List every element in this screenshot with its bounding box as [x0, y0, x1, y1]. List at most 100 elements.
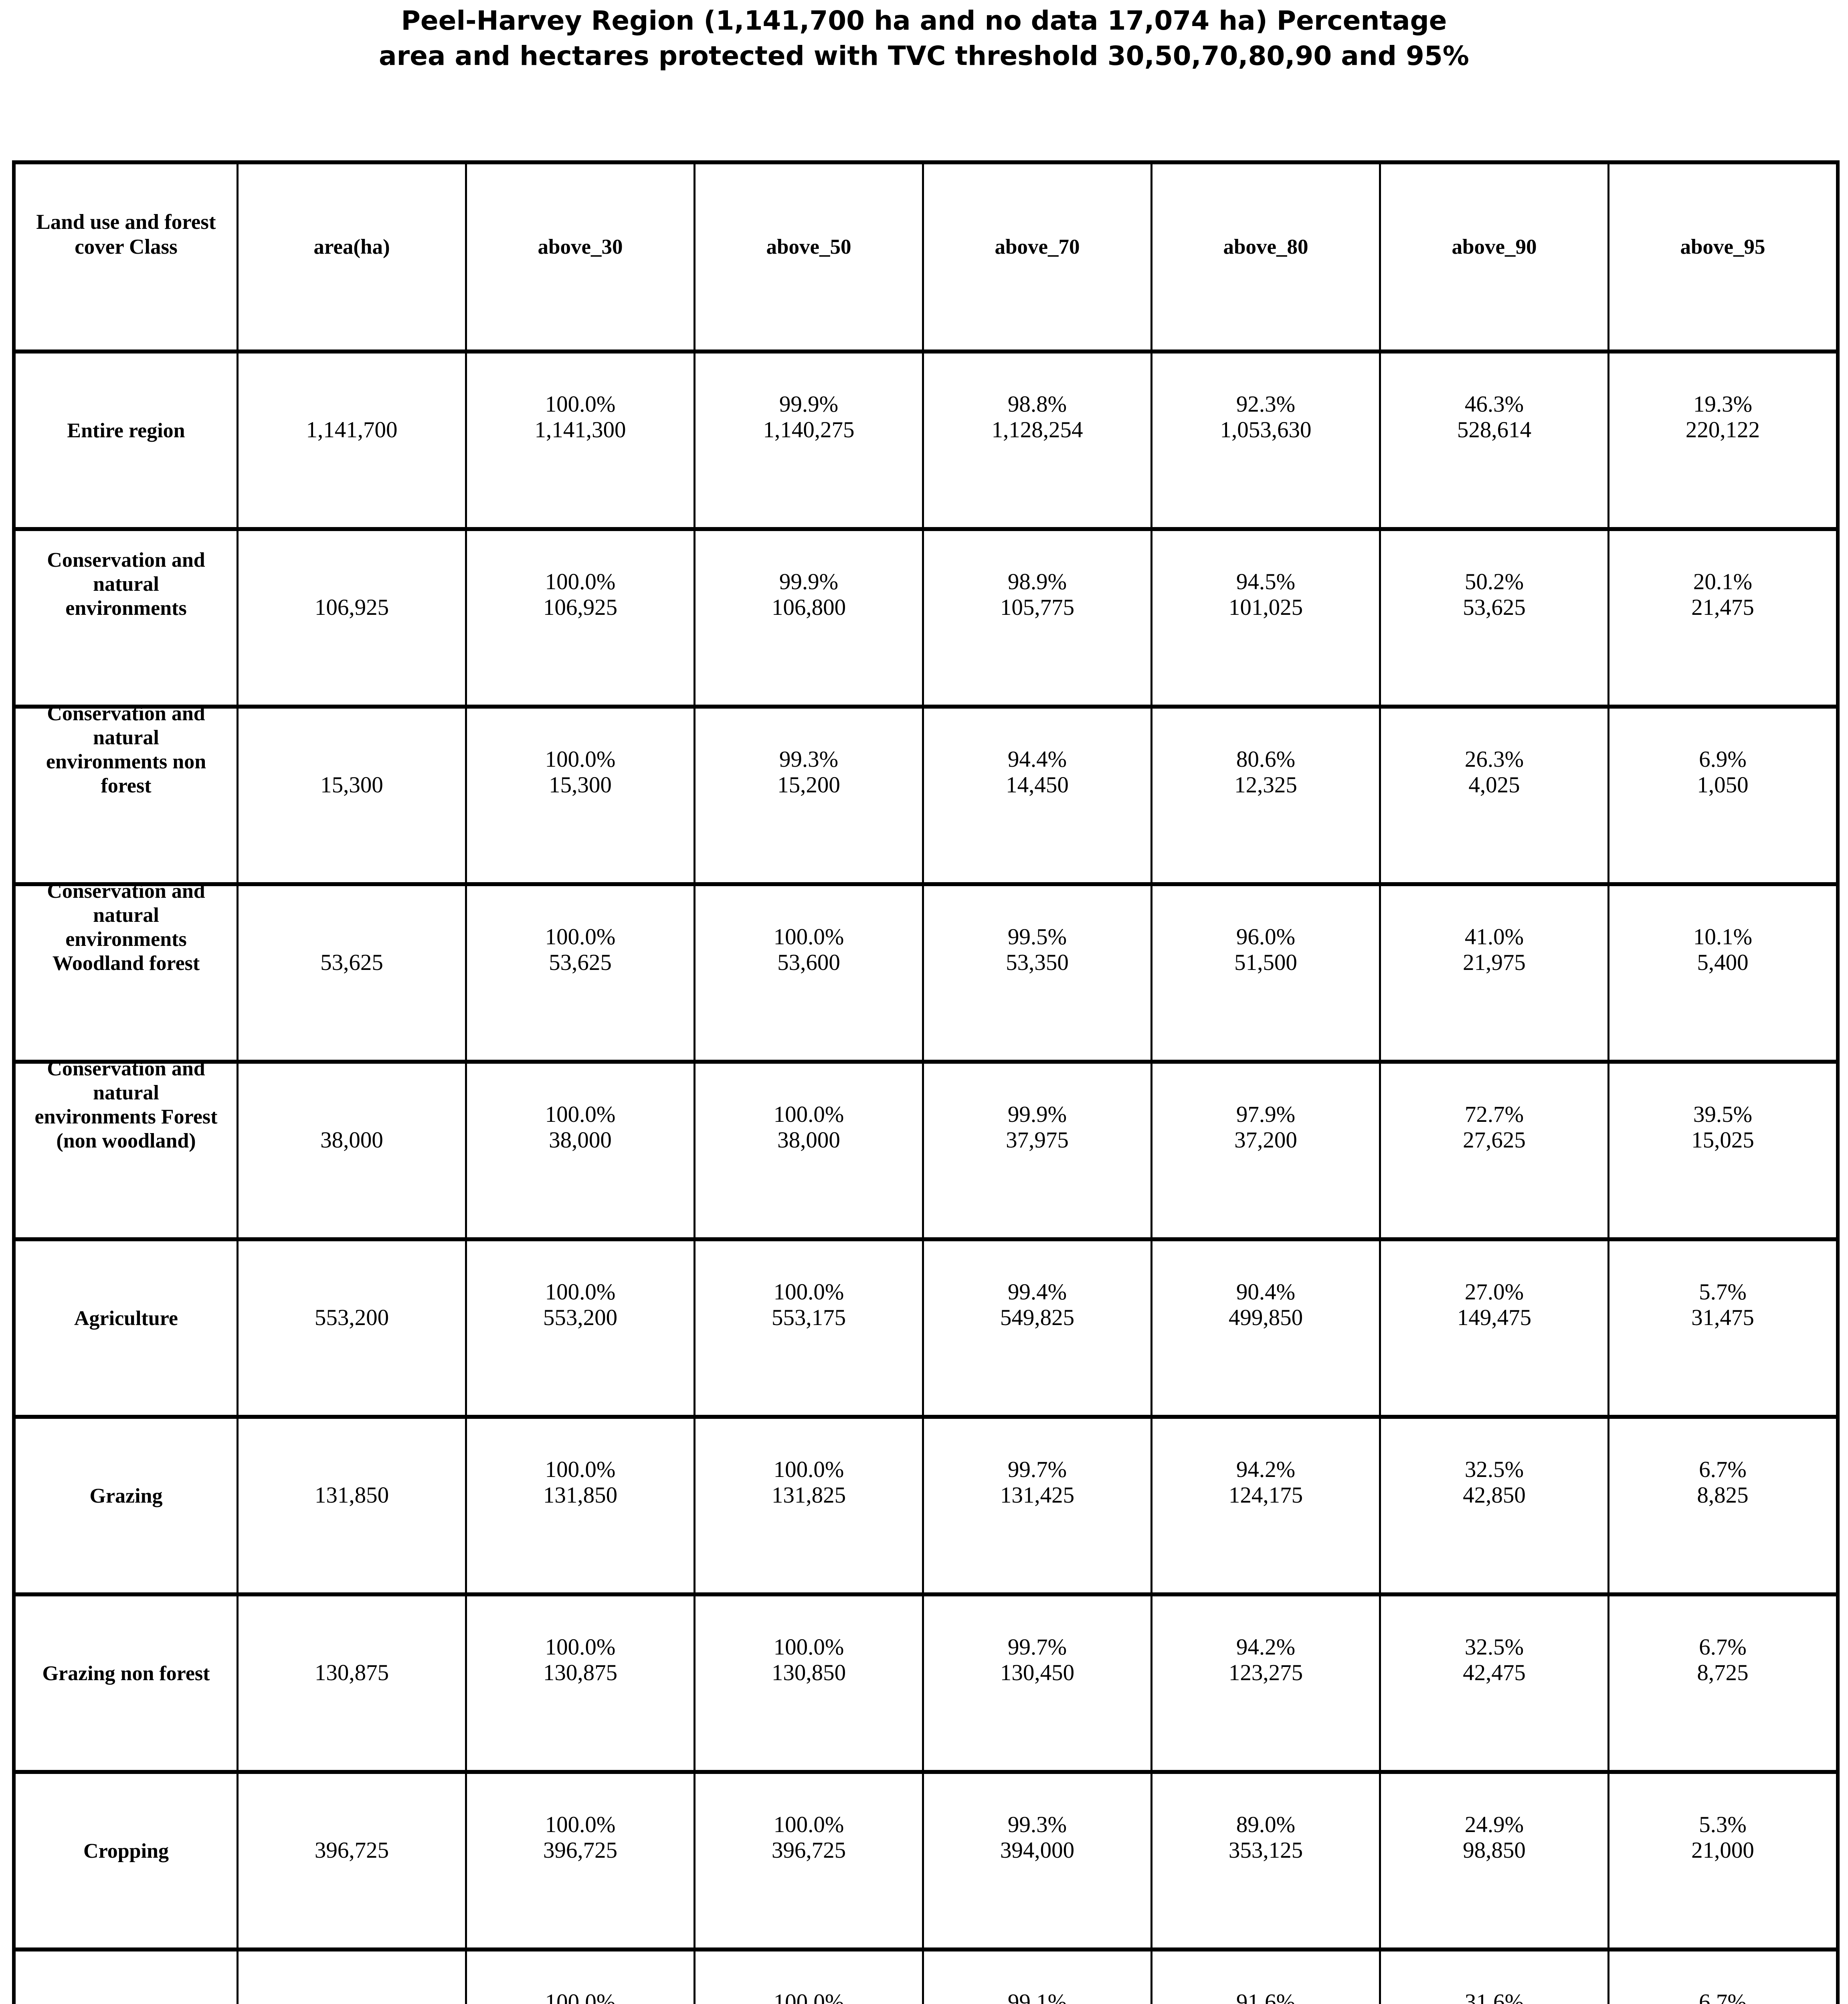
- value-cell: 99.1%24,400: [922, 1947, 1152, 2004]
- col-header-above-90: above_90: [1379, 160, 1609, 354]
- value-cell: 99.3% 15,200: [694, 705, 924, 886]
- value-cell: 100.0% 396,725: [465, 1770, 696, 1951]
- value-cell: 96.0% 51,500: [1150, 882, 1381, 1064]
- row-label: Entire region: [13, 349, 239, 531]
- area-cell: 106,925: [237, 527, 467, 709]
- value-cell: 98.9% 105,775: [922, 527, 1152, 709]
- area-cell: 396,725: [237, 1770, 467, 1951]
- table-header-row: Land use and forest cover Class area(ha)…: [13, 160, 1839, 354]
- area-cell: 1,141,700: [237, 349, 467, 531]
- col-header-above-70: above_70: [922, 160, 1152, 354]
- value-cell: 100.0% 53,625: [465, 882, 696, 1064]
- row-label: Conservation and natural environments Wo…: [13, 880, 239, 1064]
- value-cell: 50.2% 53,625: [1379, 527, 1609, 709]
- value-cell: 100.0% 131,850: [465, 1415, 696, 1596]
- table-row: Entire region 1,141,700 100.0% 1,141,300 …: [13, 349, 1839, 531]
- value-cell: 24.9% 98,850: [1379, 1770, 1609, 1951]
- landuse-table: Land use and forest cover Class area(ha)…: [12, 160, 1840, 2004]
- table-row: Irrigation 24,625 100.0%24,625 100.0%24,…: [13, 1947, 1839, 2004]
- value-cell: 99.5% 53,350: [922, 882, 1152, 1064]
- value-cell: 94.2% 124,175: [1150, 1415, 1381, 1596]
- value-cell: 46.3% 528,614: [1379, 349, 1609, 531]
- value-cell: 94.4% 14,450: [922, 705, 1152, 886]
- value-cell: 5.3% 21,000: [1607, 1770, 1839, 1951]
- value-cell: 99.7% 131,425: [922, 1415, 1152, 1596]
- value-cell: 99.4% 549,825: [922, 1237, 1152, 1419]
- value-cell: 19.3% 220,122: [1607, 349, 1839, 531]
- page-title: Peel-Harvey Region (1,141,700 ha and no …: [0, 3, 1848, 74]
- value-cell: 100.0% 53,600: [694, 882, 924, 1064]
- table-row: Conservation and natural environments 10…: [13, 527, 1839, 709]
- row-label: Irrigation: [13, 1947, 239, 2004]
- area-cell: 15,300: [237, 705, 467, 886]
- row-label: Conservation and natural environments Fo…: [13, 1057, 239, 1241]
- area-cell: 38,000: [237, 1060, 467, 1241]
- value-cell: 100.0% 38,000: [465, 1060, 696, 1241]
- value-cell: 100.0% 15,300: [465, 705, 696, 886]
- value-cell: 32.5% 42,850: [1379, 1415, 1609, 1596]
- value-cell: 94.2% 123,275: [1150, 1592, 1381, 1774]
- value-cell: 100.0% 130,850: [694, 1592, 924, 1774]
- value-cell: 90.4% 499,850: [1150, 1237, 1381, 1419]
- row-label: Cropping: [13, 1770, 239, 1951]
- value-cell: 100.0% 130,875: [465, 1592, 696, 1774]
- value-cell: 27.0% 149,475: [1379, 1237, 1609, 1419]
- value-cell: 39.5% 15,025: [1607, 1060, 1839, 1241]
- col-header-area: area(ha): [237, 160, 467, 354]
- value-cell: 6.7%1,650: [1607, 1947, 1839, 2004]
- col-header-above-95: above_95: [1607, 160, 1839, 354]
- table-row: Cropping 396,725 100.0% 396,725 100.0% 396…: [13, 1770, 1839, 1951]
- value-cell: 100.0% 38,000: [694, 1060, 924, 1241]
- row-label: Grazing: [13, 1415, 239, 1596]
- value-cell: 100.0% 553,175: [694, 1237, 924, 1419]
- value-cell: 92.3% 1,053,630: [1150, 349, 1381, 531]
- row-label: Conservation and natural environments no…: [13, 702, 239, 886]
- value-cell: 26.3% 4,025: [1379, 705, 1609, 886]
- value-cell: 6.7% 8,825: [1607, 1415, 1839, 1596]
- value-cell: 6.7% 8,725: [1607, 1592, 1839, 1774]
- table-row: Conservation and natural environments no…: [13, 702, 1839, 886]
- value-cell: 80.6% 12,325: [1150, 705, 1381, 886]
- area-cell: 24,625: [237, 1947, 467, 2004]
- value-cell: 97.9% 37,200: [1150, 1060, 1381, 1241]
- table-body: Entire region 1,141,700 100.0% 1,141,300 …: [13, 349, 1839, 2004]
- value-cell: 98.8% 1,128,254: [922, 349, 1152, 531]
- value-cell: 41.0% 21,975: [1379, 882, 1609, 1064]
- area-cell: 131,850: [237, 1415, 467, 1596]
- value-cell: 94.5% 101,025: [1150, 527, 1381, 709]
- value-cell: 5.7% 31,475: [1607, 1237, 1839, 1419]
- row-label: Grazing non forest: [13, 1592, 239, 1774]
- value-cell: 31.6%7,775: [1379, 1947, 1609, 2004]
- value-cell: 32.5% 42,475: [1379, 1592, 1609, 1774]
- title-line-2: area and hectares protected with TVC thr…: [379, 40, 1469, 71]
- value-cell: 99.9% 106,800: [694, 527, 924, 709]
- table-row: Conservation and natural environments Wo…: [13, 880, 1839, 1064]
- title-line-1: Peel-Harvey Region (1,141,700 ha and no …: [401, 5, 1447, 36]
- table-row: Grazing 131,850 100.0% 131,850 100.0% 131,…: [13, 1415, 1839, 1596]
- value-cell: 99.3% 394,000: [922, 1770, 1152, 1951]
- value-cell: 100.0% 553,200: [465, 1237, 696, 1419]
- value-cell: 99.7% 130,450: [922, 1592, 1152, 1774]
- value-cell: 99.9% 37,975: [922, 1060, 1152, 1241]
- value-cell: 72.7% 27,625: [1379, 1060, 1609, 1241]
- area-cell: 130,875: [237, 1592, 467, 1774]
- table-row: Agriculture 553,200 100.0% 553,200 100.0%…: [13, 1237, 1839, 1419]
- area-cell: 553,200: [237, 1237, 467, 1419]
- col-header-class: Land use and forest cover Class: [13, 160, 239, 354]
- value-cell: 100.0% 396,725: [694, 1770, 924, 1951]
- value-cell: 100.0%24,625: [465, 1947, 696, 2004]
- table-row: Grazing non forest 130,875 100.0% 130,875…: [13, 1592, 1839, 1774]
- col-header-above-50: above_50: [694, 160, 924, 354]
- value-cell: 100.0%24,625: [694, 1947, 924, 2004]
- value-cell: 10.1% 5,400: [1607, 882, 1839, 1064]
- value-cell: 99.9% 1,140,275: [694, 349, 924, 531]
- value-cell: 100.0% 106,925: [465, 527, 696, 709]
- table-row: Conservation and natural environments Fo…: [13, 1057, 1839, 1241]
- area-cell: 53,625: [237, 882, 467, 1064]
- col-header-above-30: above_30: [465, 160, 696, 354]
- row-label: Conservation and natural environments: [13, 527, 239, 709]
- value-cell: 100.0% 1,141,300: [465, 349, 696, 531]
- value-cell: 100.0% 131,825: [694, 1415, 924, 1596]
- row-label: Agriculture: [13, 1237, 239, 1419]
- col-header-above-80: above_80: [1150, 160, 1381, 354]
